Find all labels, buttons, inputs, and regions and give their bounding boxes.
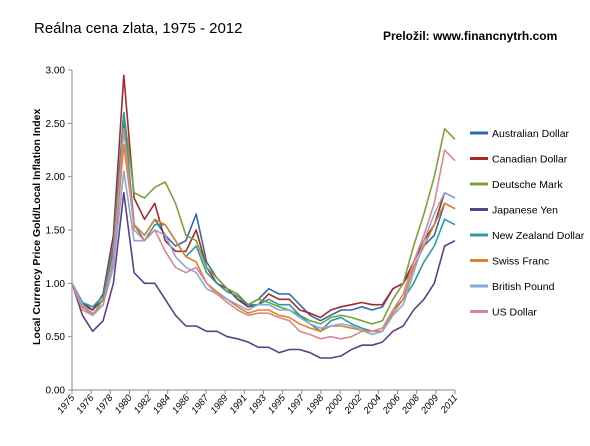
axes: 0.000.501.001.502.002.503.00197519761978…	[46, 66, 461, 417]
y-tick-label: 3.00	[46, 66, 66, 77]
x-tick-label: 1984	[151, 393, 173, 416]
x-tick-label: 1976	[74, 392, 96, 416]
y-tick-label: 2.00	[46, 172, 66, 183]
series-line-us-dollar	[71, 127, 456, 340]
translator-credit: Preložil: www.financnytrh.com	[383, 29, 557, 43]
x-tick-label: 1989	[208, 392, 230, 416]
y-axis-label: Local Currency Price Gold/Local Inflatio…	[31, 109, 43, 345]
plot-area	[71, 74, 456, 359]
legend-label-new-zealand-dollar: New Zealand Dollar	[492, 230, 585, 242]
x-tick-label: 1993	[247, 392, 269, 416]
legend-label-canadian-dollar: Canadian Dollar	[492, 154, 568, 166]
y-tick-label: 0.50	[46, 332, 66, 343]
x-tick-label: 1995	[266, 392, 288, 416]
series-line-deutsche-mark	[71, 111, 456, 325]
x-tick-label: 2002	[342, 392, 365, 417]
legend-label-british-pound: British Pound	[492, 281, 555, 293]
x-tick-label: 1978	[94, 392, 116, 416]
x-tick-label: 1986	[170, 392, 192, 416]
series-line-british-pound	[71, 170, 456, 336]
y-tick-label: 1.50	[46, 226, 66, 237]
legend-label-deutsche-mark: Deutsche Mark	[492, 179, 563, 191]
x-tick-label: 1997	[285, 392, 307, 416]
legend-label-japanese-yen: Japanese Yen	[492, 205, 558, 217]
x-tick-label: 2000	[323, 392, 346, 417]
y-tick-label: 2.50	[46, 119, 66, 130]
y-tick-label: 1.00	[46, 279, 66, 290]
chart-title: Reálna cena zlata, 1975 - 2012	[34, 20, 242, 37]
x-tick-label: 2006	[380, 392, 403, 417]
x-tick-label: 2009	[418, 392, 441, 417]
legend-label-swiss-franc: Swiss Franc	[492, 256, 549, 268]
x-tick-label: 2004	[361, 393, 384, 417]
legend-label-us-dollar: US Dollar	[492, 307, 537, 319]
y-tick-label: 0.00	[46, 386, 66, 397]
x-tick-label: 1982	[132, 392, 154, 416]
series-line-swiss-franc	[71, 143, 456, 333]
series-line-canadian-dollar	[71, 74, 456, 319]
x-tick-label: 1998	[304, 392, 326, 416]
x-tick-label: 1991	[228, 393, 250, 416]
x-tick-label: 1987	[189, 392, 211, 416]
legend-label-australian-dollar: Australian Dollar	[492, 128, 570, 140]
legend: Australian Dollar Canadian Dollar Deutsche…	[470, 128, 585, 319]
series-line-japanese-yen	[71, 191, 456, 359]
x-tick-label: 1980	[113, 392, 135, 416]
x-tick-label: 2008	[399, 392, 422, 417]
x-tick-label: 2011	[438, 393, 460, 416]
